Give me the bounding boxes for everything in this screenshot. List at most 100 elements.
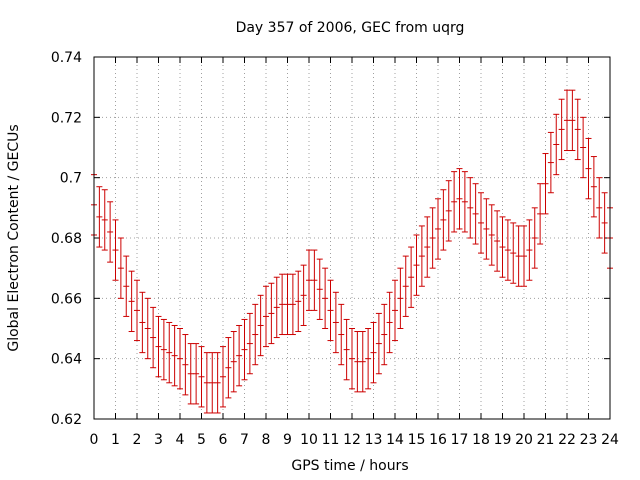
error-bar-point — [246, 312, 253, 375]
x-tick-label: 6 — [219, 432, 228, 448]
error-bar-point — [209, 352, 216, 414]
x-tick-label: 18 — [472, 432, 490, 448]
x-axis-label: GPS time / hours — [291, 458, 408, 474]
error-bar-point — [488, 204, 495, 266]
error-bar-point — [424, 216, 431, 278]
x-tick-label: 0 — [90, 432, 99, 448]
error-bar-point — [499, 216, 506, 278]
error-bar-point — [166, 321, 173, 384]
error-bar-point — [155, 315, 162, 378]
error-bar-point — [263, 285, 269, 348]
error-bar-point — [381, 303, 388, 366]
y-tick-label: 0.62 — [51, 412, 82, 428]
x-tick-label: 11 — [322, 432, 340, 448]
x-tick-label: 20 — [515, 432, 533, 448]
error-bar-point — [370, 321, 377, 384]
x-tick-label: 13 — [365, 432, 383, 448]
error-bar-point — [408, 246, 415, 308]
error-bar-point — [289, 273, 296, 336]
error-bar-point — [252, 303, 259, 366]
error-bar-point — [585, 137, 592, 200]
error-bar-point — [241, 318, 248, 381]
error-bar-point — [236, 324, 243, 387]
error-bar-point — [198, 346, 205, 408]
error-bar-point — [338, 303, 345, 366]
error-bar-point — [193, 343, 200, 405]
error-bar-point — [531, 207, 538, 269]
error-bar-point — [451, 171, 458, 233]
y-tick-label: 0.68 — [51, 231, 82, 247]
error-bar-point — [203, 352, 210, 414]
error-bar-point — [564, 89, 570, 152]
x-tick-label: 4 — [176, 432, 185, 448]
error-bar-point — [182, 334, 189, 396]
error-bar-point — [456, 168, 463, 230]
error-bar-point — [580, 116, 587, 179]
error-bar-point — [590, 156, 597, 218]
x-tick-label: 7 — [240, 432, 249, 448]
error-bar-point — [397, 267, 404, 329]
error-bar-point — [461, 171, 468, 233]
x-tick-label: 10 — [300, 432, 318, 448]
error-bar-point — [418, 225, 425, 287]
error-bar-point — [429, 207, 436, 269]
x-tick-label: 3 — [154, 432, 163, 448]
error-bar-point — [510, 222, 517, 284]
error-bar-point — [467, 177, 474, 239]
error-bar-point — [483, 198, 490, 260]
x-tick-label: 22 — [558, 432, 576, 448]
y-axis-label: Global Electron Content / GECUs — [6, 124, 22, 351]
error-bar-point — [107, 201, 114, 263]
error-bar-point — [322, 267, 329, 329]
y-tick-label: 0.74 — [51, 50, 82, 66]
chart-title: Day 357 of 2006, GEC from uqrg — [236, 20, 465, 36]
error-bar-point — [139, 291, 146, 354]
error-bar-point — [225, 337, 232, 399]
error-bar-point — [160, 318, 167, 381]
error-bar-point — [359, 331, 366, 393]
error-bar-point — [123, 255, 130, 317]
x-tick-label: 5 — [197, 432, 206, 448]
error-bar-point — [601, 192, 608, 254]
y-tick-label: 0.66 — [51, 291, 82, 307]
error-bar-point — [494, 210, 501, 272]
error-bar-point — [440, 189, 447, 251]
error-bar-point — [101, 189, 108, 251]
error-bar-point — [311, 249, 318, 311]
error-bar-point — [134, 279, 140, 342]
x-tick-label: 12 — [343, 432, 361, 448]
error-bar-point — [526, 219, 533, 281]
error-bar-point — [365, 328, 372, 390]
error-bar-point — [268, 282, 275, 345]
error-bar-point — [349, 328, 355, 390]
error-bar-point — [273, 276, 280, 339]
error-bar-point — [435, 198, 441, 260]
error-bar-point — [295, 270, 302, 333]
y-tick-label: 0.7 — [60, 171, 82, 187]
error-bar-point — [96, 186, 103, 248]
error-bar-point — [300, 264, 307, 326]
x-tick-label: 2 — [133, 432, 142, 448]
error-bar-point — [279, 273, 286, 336]
error-bar-point — [284, 273, 291, 336]
error-bar-point — [445, 180, 452, 242]
error-bar-point — [375, 312, 382, 375]
error-bar-point — [327, 279, 334, 342]
error-bar-point — [521, 225, 527, 287]
error-bar-point — [257, 294, 264, 357]
error-bar-point — [354, 331, 361, 393]
error-bar-point — [386, 291, 393, 354]
y-tick-label: 0.72 — [51, 110, 82, 126]
error-bar-point — [558, 98, 565, 161]
error-bar-point — [332, 291, 339, 354]
error-bar-point — [392, 279, 398, 342]
error-bar-point — [515, 225, 522, 287]
x-tick-label: 14 — [386, 432, 404, 448]
error-bar-point — [413, 234, 420, 296]
error-bar-point — [171, 324, 178, 387]
error-bar-point — [150, 306, 157, 369]
error-bar-point — [574, 98, 581, 161]
x-tick-label: 9 — [283, 432, 292, 448]
error-bar-point — [220, 346, 226, 408]
